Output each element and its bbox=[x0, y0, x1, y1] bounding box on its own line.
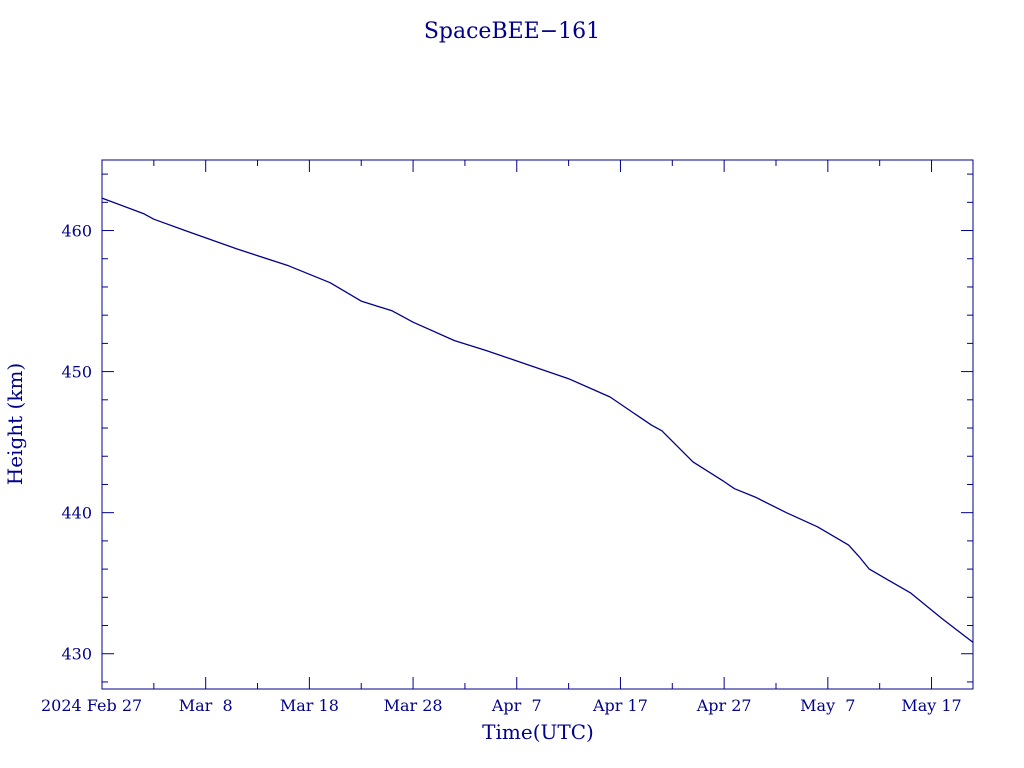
y-tick-label: 430 bbox=[61, 645, 92, 664]
chart-title: SpaceBEE−161 bbox=[424, 19, 600, 44]
series-group bbox=[101, 197, 974, 643]
x-tick-label: Mar 18 bbox=[280, 696, 339, 715]
y-axis-ticks: 430 440 450 460 bbox=[61, 173, 973, 683]
x-tick-label: May 17 bbox=[901, 696, 961, 715]
y-tick-label: 460 bbox=[61, 222, 92, 241]
x-tick-label: 2024 Feb 27 bbox=[41, 696, 142, 715]
y-tick-label: 450 bbox=[61, 363, 92, 382]
x-tick-label: Mar 8 bbox=[179, 696, 233, 715]
plot-frame bbox=[101, 159, 974, 690]
y-tick-label: 440 bbox=[61, 504, 92, 523]
x-tick-label: May 7 bbox=[800, 696, 855, 715]
x-tick-label: Apr 7 bbox=[491, 696, 542, 715]
x-axis-label: Time(UTC) bbox=[482, 720, 594, 744]
y-axis-label: Height (km) bbox=[3, 363, 27, 485]
x-axis-ticks: 2024 Feb 27 Mar 8 Mar 18 Mar 28 Apr 7 Apr 17 A… bbox=[41, 160, 962, 715]
height-series-line bbox=[101, 197, 974, 643]
x-tick-label: Apr 27 bbox=[696, 696, 752, 715]
x-tick-label: Apr 17 bbox=[592, 696, 648, 715]
x-tick-label: Mar 28 bbox=[384, 696, 443, 715]
